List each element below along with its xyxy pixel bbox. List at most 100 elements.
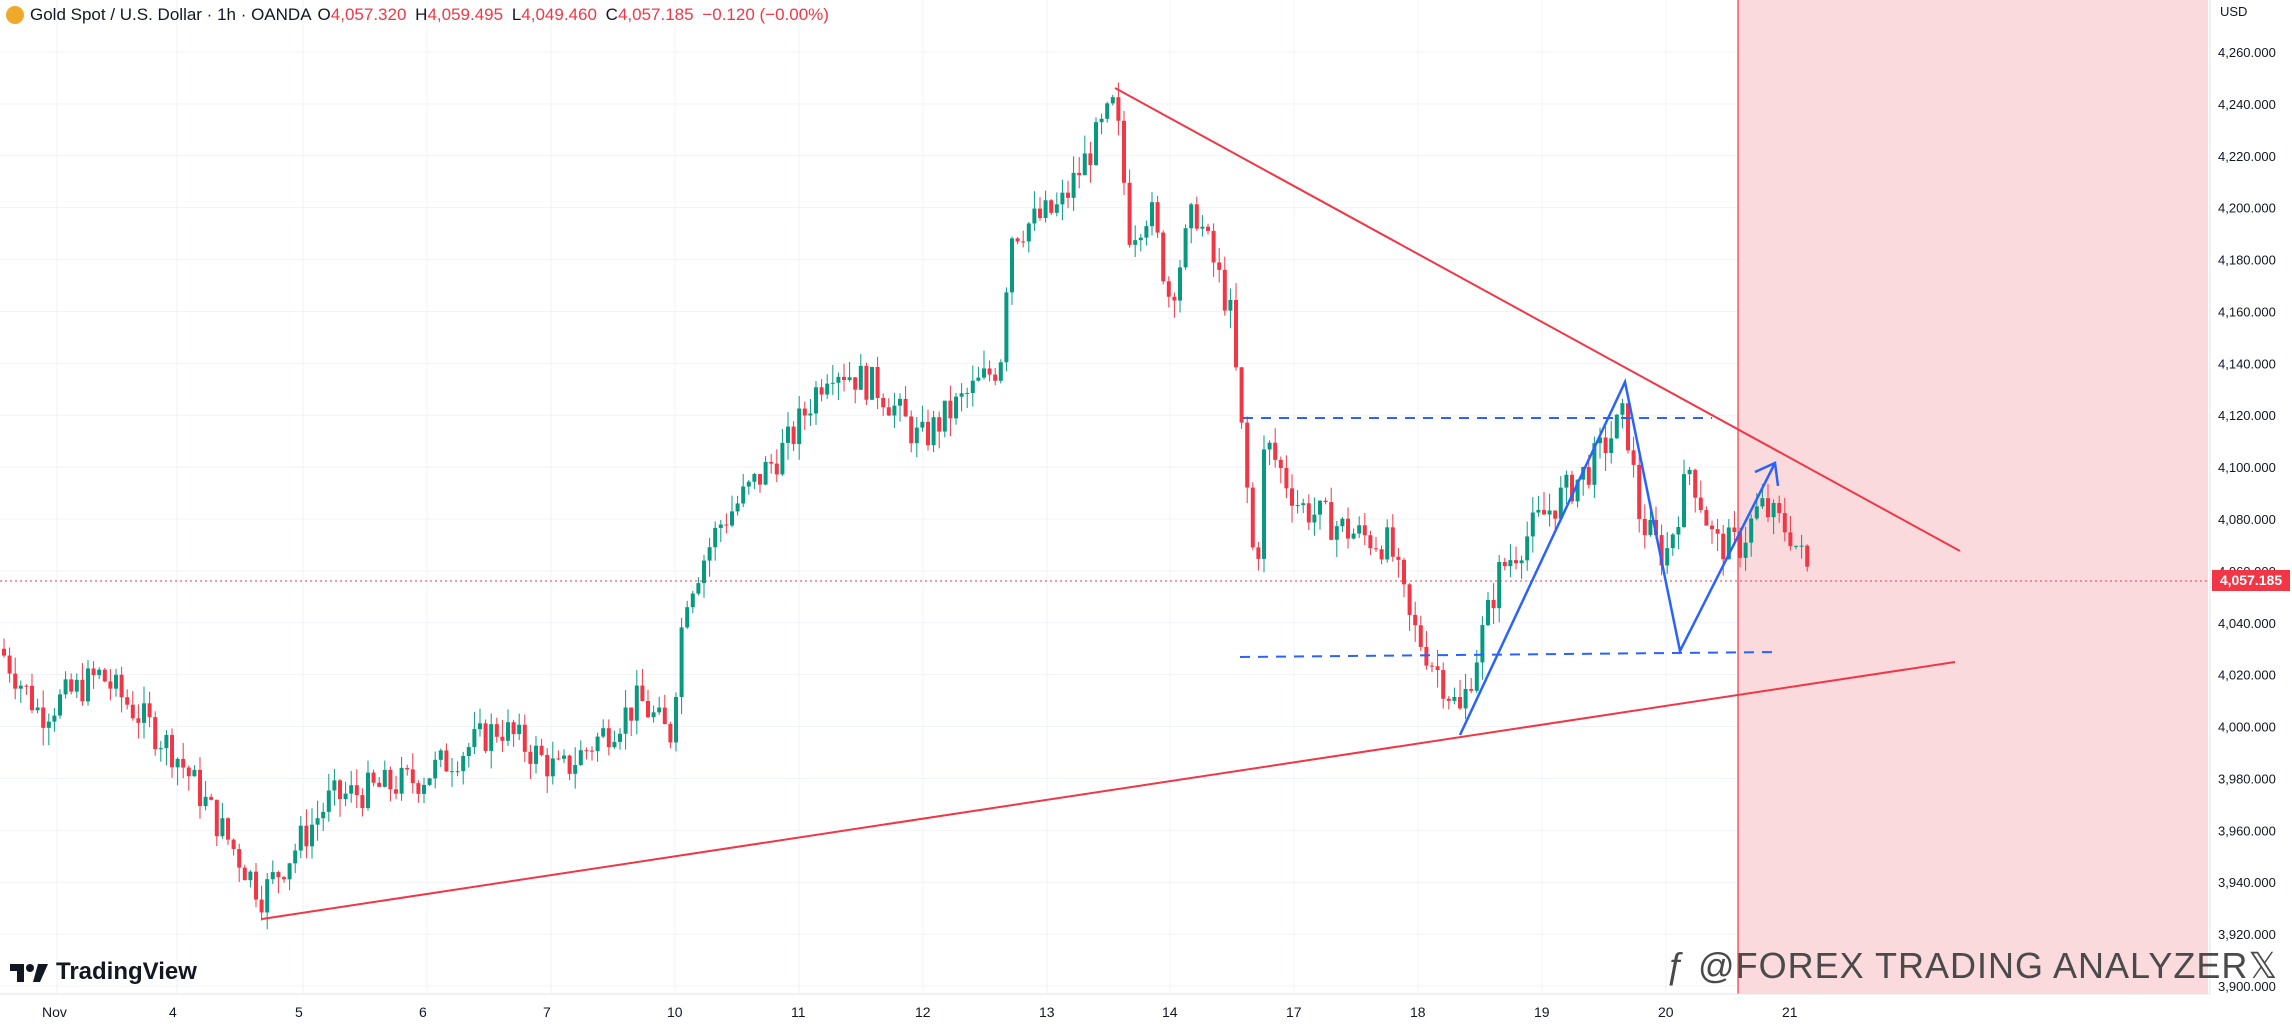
- candle-body: [758, 474, 762, 485]
- candle-body: [1805, 545, 1810, 567]
- candle: [909, 410, 914, 453]
- candle: [1474, 649, 1479, 693]
- candle: [797, 395, 802, 460]
- candle-body: [892, 405, 897, 416]
- time-tick-label: 10: [667, 1004, 683, 1020]
- candle: [1278, 456, 1283, 484]
- candle: [326, 773, 331, 822]
- candle-body: [1525, 536, 1530, 561]
- candle-body: [354, 785, 359, 796]
- candle: [1245, 416, 1250, 504]
- symbol-title[interactable]: Gold Spot / U.S. Dollar · 1h · OANDA: [30, 5, 312, 24]
- time-axis[interactable]: Nov 4 5 6 7 10 11 12 13 14 17 18 19 20 21: [42, 1004, 1798, 1020]
- candle: [937, 411, 942, 449]
- candle-body: [1133, 240, 1138, 245]
- candle-body: [993, 374, 998, 381]
- candle: [1295, 490, 1300, 514]
- candle-body: [1150, 202, 1154, 227]
- candle: [920, 405, 925, 432]
- candle-body: [1430, 665, 1434, 667]
- candle-body: [1066, 192, 1070, 198]
- candle-body: [24, 685, 29, 687]
- tradingview-logo-text: TradingView: [56, 958, 197, 985]
- candle: [13, 657, 18, 700]
- candle-body: [1082, 153, 1087, 176]
- price-tick-label: 4,120.000: [2218, 408, 2276, 423]
- candle: [338, 779, 342, 817]
- candle-body: [1329, 502, 1334, 540]
- ascending-trendline[interactable]: [261, 661, 1956, 920]
- projection-path[interactable]: [1458, 378, 1777, 736]
- candle: [1491, 583, 1496, 625]
- candle-body: [410, 769, 415, 784]
- candle: [1334, 520, 1339, 558]
- candle-body: [685, 607, 690, 628]
- candle: [478, 708, 482, 737]
- tradingview-logo-icon: [10, 964, 48, 982]
- candle: [886, 398, 891, 417]
- candle-body: [58, 694, 62, 716]
- candle-body: [1228, 299, 1233, 311]
- candle-body: [1542, 509, 1546, 515]
- candle-body: [1704, 510, 1709, 526]
- candle-body: [46, 721, 51, 728]
- candle: [1614, 414, 1619, 439]
- candle-body: [562, 755, 566, 759]
- candle: [1766, 483, 1770, 523]
- candle-body: [119, 674, 124, 698]
- candle-body: [1362, 525, 1367, 536]
- candle: [52, 707, 57, 732]
- candle-body: [1698, 497, 1703, 511]
- range-bottom-level[interactable]: [1239, 651, 1781, 658]
- candle: [998, 359, 1003, 384]
- candle-body: [214, 799, 219, 837]
- candle-body: [343, 793, 348, 800]
- candle: [2, 638, 6, 658]
- candle: [1525, 521, 1530, 571]
- candle: [578, 740, 583, 766]
- candle-body: [164, 734, 169, 749]
- gold-symbol-icon: [6, 6, 24, 24]
- candle: [769, 453, 774, 474]
- candle-body: [1547, 510, 1552, 515]
- candle-body: [1278, 459, 1283, 469]
- candle-body: [528, 751, 533, 764]
- candle: [982, 350, 986, 380]
- tradingview-logo[interactable]: TradingView: [10, 958, 197, 986]
- candle: [1390, 514, 1395, 562]
- time-tick-label: 5: [295, 1004, 303, 1020]
- candle: [276, 870, 281, 894]
- candle-body: [1788, 532, 1793, 547]
- candle: [1127, 169, 1132, 248]
- candle: [858, 354, 863, 390]
- candle: [651, 705, 656, 723]
- candle: [444, 743, 449, 772]
- candle-body: [970, 380, 975, 394]
- candle: [724, 513, 729, 534]
- candle-body: [998, 362, 1003, 381]
- candle: [1026, 222, 1031, 253]
- candle-body: [270, 872, 275, 880]
- candle-body: [186, 767, 191, 777]
- candle: [1558, 476, 1563, 523]
- candle-body: [567, 755, 572, 774]
- candle: [987, 360, 992, 382]
- candle-body: [455, 771, 460, 773]
- candle: [382, 760, 387, 788]
- candle: [86, 659, 90, 706]
- candle-body: [1463, 688, 1468, 709]
- candle: [186, 765, 191, 791]
- candle-body: [1312, 514, 1317, 523]
- candle: [819, 379, 824, 402]
- candle: [1502, 557, 1507, 571]
- candle: [702, 554, 706, 598]
- candle-body: [584, 750, 589, 752]
- candle: [1631, 436, 1636, 478]
- candle-body: [1799, 545, 1804, 547]
- descending-trendline[interactable]: [1114, 87, 1961, 552]
- candle: [1642, 504, 1647, 549]
- price-axis[interactable]: 4,260.000 4,240.000 4,220.000 4,200.000 4,18…: [2218, 45, 2276, 994]
- candle-body: [86, 668, 90, 702]
- candle-body: [1626, 403, 1630, 451]
